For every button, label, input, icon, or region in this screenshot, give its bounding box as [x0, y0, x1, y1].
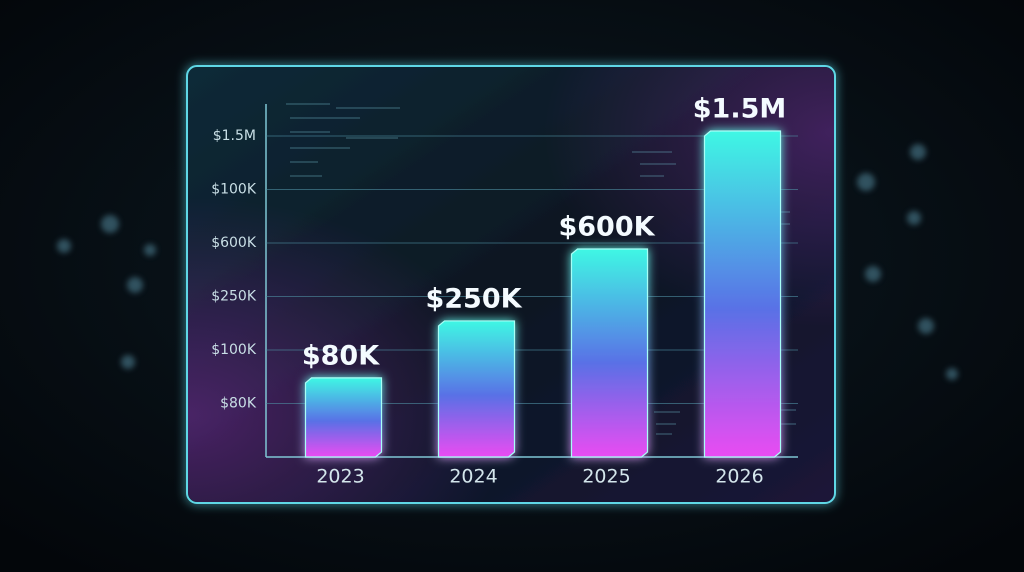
bokeh: [57, 144, 958, 380]
y-axis-label: $100K: [211, 342, 257, 358]
value-label: $600K: [558, 211, 655, 242]
y-axis-label: $80K: [220, 396, 257, 412]
x-tick-label: 2023: [316, 466, 364, 488]
y-axis-label: $100K: [211, 182, 257, 198]
bar: [437, 320, 516, 458]
x-tick-label: 2025: [582, 466, 630, 488]
value-label: $1.5M: [693, 94, 787, 125]
value-label: $250K: [425, 283, 522, 314]
bar: [703, 130, 782, 458]
bar: [304, 377, 383, 458]
y-axis-label: $600K: [211, 235, 257, 251]
y-axis-label: $1.5M: [213, 128, 256, 144]
bar: [570, 248, 649, 458]
y-axis-label: $250K: [211, 289, 257, 305]
value-label: $80K: [302, 340, 380, 371]
x-tick-label: 2026: [715, 466, 763, 488]
x-tick-label: 2024: [449, 466, 497, 488]
